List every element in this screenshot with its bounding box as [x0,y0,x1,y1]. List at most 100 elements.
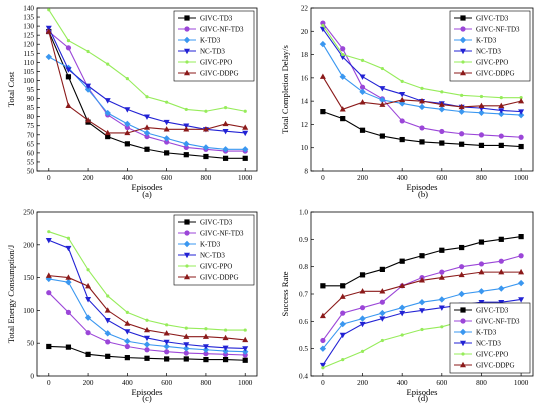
data-point [438,296,446,303]
y-tick-label: 80 [27,113,35,121]
data-point [478,239,485,245]
legend-label: GIVC-PPO [200,263,232,271]
data-point [478,142,485,148]
y-axis-label: Total Energy Consumption/J [6,244,16,343]
series-givc-ddpg [319,268,525,319]
data-point [84,314,92,321]
data-point [143,129,151,137]
data-point [359,84,366,90]
x-axis-label: Episodes [131,182,163,192]
x-tick-label: 400 [397,174,408,182]
x-tick-label: 800 [476,379,487,387]
data-point [222,155,229,161]
data-point [399,282,406,288]
legend-swatch-marker [184,273,190,280]
data-point [498,133,504,139]
data-point [164,139,170,145]
data-point [419,253,425,259]
data-point [106,62,110,66]
x-tick-label: 0 [47,379,51,387]
legend-label: K-TD3 [200,241,221,249]
series-k-td3 [45,275,249,355]
x-tick-label: 0 [321,379,325,387]
data-point [319,312,326,319]
data-point [242,124,249,130]
data-point [519,96,523,100]
data-point [319,345,327,352]
x-tick-label: 1000 [514,379,529,387]
legend: GIVC-TD3 GIVC-NF-TD3 K-TD3 NC-TD3 GIVC-PPO GI… [173,10,255,82]
legend-swatch-marker [460,318,466,324]
data-point [359,305,366,311]
data-point [499,96,503,100]
data-point [202,346,210,353]
data-point [85,297,92,303]
x-tick-label: 200 [357,174,368,182]
data-point [498,285,505,292]
chart-panel-c: 0 50 100 150 200 250 0 200 400 600 800 1000 Episodes… [6,209,258,403]
data-point [438,274,445,280]
data-point [379,266,385,272]
data-point [478,268,485,275]
data-point [144,347,150,353]
legend-label: K-TD3 [200,37,221,45]
data-point [203,153,209,160]
y-tick-label: 10 [301,144,309,152]
data-point [164,150,170,156]
data-point [65,245,72,252]
legend-box [173,10,255,82]
x-tick-label: 800 [201,174,212,182]
data-point [243,109,247,113]
y-tick-label: 150 [23,274,34,282]
y-tick-label: 60 [27,149,35,157]
legend-label: GIVC-DDPG [200,70,239,78]
data-point [339,332,346,339]
x-tick-label: 1000 [238,379,253,387]
data-point [439,128,445,135]
y-tick-label: 70 [27,131,35,139]
legend-swatch-marker [460,26,466,32]
legend-label: NC-TD3 [200,252,225,260]
x-tick-label: 0 [47,174,51,182]
data-point [517,111,525,119]
y-axis-label: Total Cost [6,71,16,107]
data-point [145,318,149,322]
y-tick-label: 90 [27,95,35,103]
y-tick-label: 85 [27,104,35,112]
data-point [85,351,91,357]
data-point [359,99,366,105]
data-point [478,132,485,138]
data-point [419,125,425,131]
data-point [145,95,149,99]
data-point [86,49,90,54]
data-point [223,328,228,332]
data-point [165,100,169,104]
x-tick-label: 400 [122,174,133,182]
data-point [144,335,150,342]
y-tick-label: 75 [27,122,35,130]
data-point [223,106,228,110]
legend-label: GIVC-DDPG [200,274,239,282]
data-point [183,342,190,348]
y-tick-label: 22 [301,5,309,13]
series-nc-td3 [45,238,249,352]
y-tick-label: 120 [23,41,34,49]
data-point [222,120,229,127]
data-point [202,126,209,132]
data-point [144,133,150,140]
data-point [183,345,190,352]
data-point [379,96,386,104]
data-point [458,290,465,298]
data-point [498,258,504,264]
data-point [319,73,326,79]
data-point [418,299,426,306]
data-point [46,290,52,296]
series-nc-td3 [319,297,525,369]
data-point [398,304,406,311]
data-point [106,294,110,298]
data-point [124,343,130,350]
data-point [420,327,424,332]
legend: GIVC-TD3 GIVC-NF-TD3 K-TD3 NC-TD3 GIVC-PPO GI… [449,302,531,374]
data-point [321,23,325,28]
data-point [359,74,366,80]
